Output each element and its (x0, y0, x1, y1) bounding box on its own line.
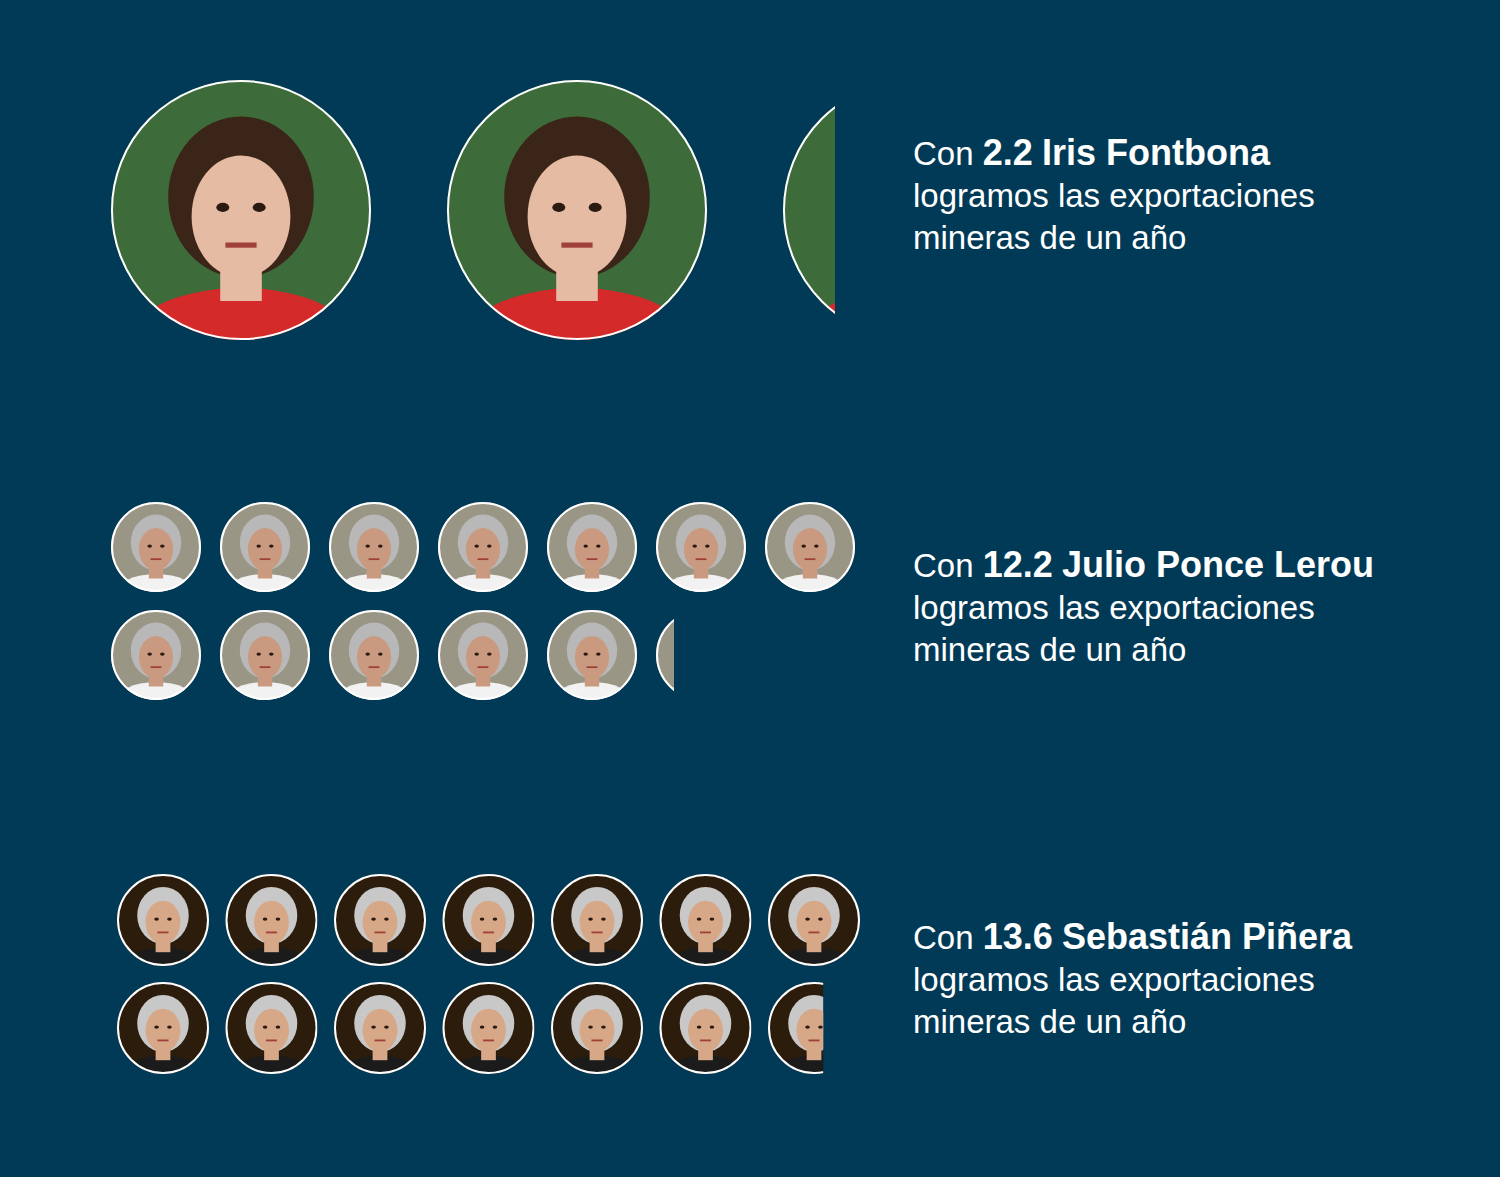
person-icon (334, 874, 426, 969)
person-icon (660, 874, 752, 969)
value-label: 12.2 (983, 544, 1053, 585)
person-icon (111, 80, 371, 343)
person-name: Iris Fontbona (1042, 132, 1271, 173)
person-icon (443, 874, 535, 969)
person-icon (334, 982, 426, 1077)
caption-text: mineras de un año (913, 1003, 1186, 1040)
icon-row (117, 874, 860, 1097)
person-icon (111, 502, 201, 595)
person-icon (660, 982, 752, 1077)
caption-text: mineras de un año (913, 631, 1186, 668)
person-icon (220, 502, 310, 595)
person-icon (443, 982, 535, 1077)
caption-line: Con 13.6 Sebastián Piñera (913, 916, 1353, 957)
person-icon (438, 502, 528, 595)
person-name: Sebastián Piñera (1062, 916, 1353, 957)
person-icon (551, 982, 643, 1077)
person-icon (117, 874, 209, 969)
person-icon (220, 610, 310, 703)
caption-text: logramos las exportaciones (913, 589, 1315, 626)
person-icon (783, 80, 835, 343)
caption-line: Con 2.2 Iris Fontbona (913, 132, 1271, 173)
person-name: Julio Ponce Lerou (1062, 544, 1374, 585)
icon-row (111, 80, 1043, 405)
person-icon (438, 610, 528, 703)
person-icon (768, 874, 860, 969)
person-icon (765, 502, 855, 595)
person-icon (329, 610, 419, 703)
person-icon (329, 502, 419, 595)
person-icon (547, 610, 637, 703)
background (0, 0, 1500, 1177)
person-icon (656, 610, 674, 703)
value-label: 2.2 (983, 132, 1033, 173)
value-label: 13.6 (983, 916, 1053, 957)
caption-text: logramos las exportaciones (913, 177, 1315, 214)
person-icon (656, 502, 746, 595)
person-icon (111, 610, 201, 703)
person-icon (547, 502, 637, 595)
caption-text: mineras de un año (913, 219, 1186, 256)
text-before: Con (913, 919, 974, 956)
caption-line: Con 12.2 Julio Ponce Lerou (913, 544, 1374, 585)
person-icon (447, 80, 707, 343)
person-icon (551, 874, 643, 969)
chart: Con 2.2 Iris Fontbona logramos las export… (0, 0, 1500, 1177)
text-before: Con (913, 547, 974, 584)
person-icon (226, 874, 318, 969)
caption-text: logramos las exportaciones (913, 961, 1315, 998)
person-icon (768, 982, 823, 1077)
person-icon (117, 982, 209, 1077)
icon-row (111, 502, 855, 723)
person-icon (226, 982, 318, 1077)
text-before: Con (913, 135, 974, 172)
